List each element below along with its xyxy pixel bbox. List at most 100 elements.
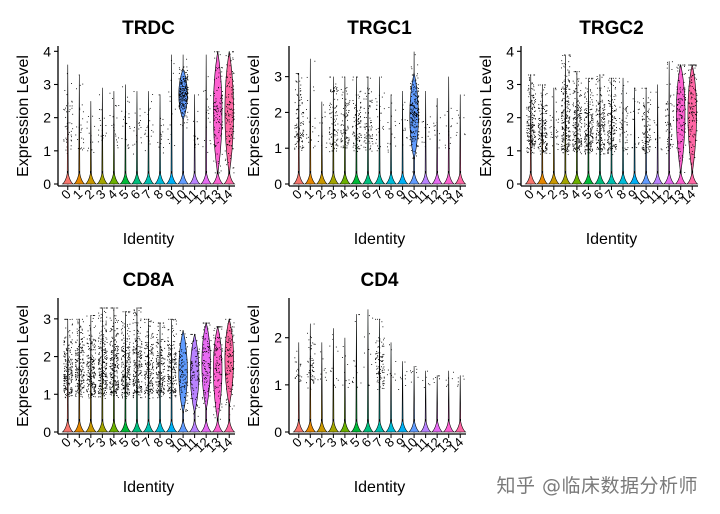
data-point	[692, 135, 694, 137]
data-point	[89, 329, 91, 331]
data-point	[337, 99, 339, 101]
data-point	[602, 114, 604, 116]
data-point	[111, 368, 113, 370]
data-point	[227, 120, 229, 122]
data-point	[680, 106, 682, 108]
data-point	[415, 92, 417, 94]
data-point	[64, 378, 66, 380]
data-point	[626, 124, 628, 126]
data-point	[565, 133, 566, 135]
data-point	[69, 376, 71, 378]
data-point	[573, 92, 575, 94]
data-point	[70, 388, 72, 390]
data-point	[182, 81, 184, 83]
data-point	[615, 77, 617, 79]
data-point	[110, 358, 112, 360]
data-point	[573, 119, 575, 121]
data-point	[416, 144, 417, 146]
data-point	[102, 393, 104, 395]
data-point	[615, 127, 617, 128]
data-point	[335, 88, 337, 90]
data-point	[612, 130, 614, 132]
data-point	[102, 372, 104, 373]
data-point	[627, 81, 629, 83]
data-point	[226, 164, 228, 166]
data-point	[679, 172, 681, 174]
violin-spike	[78, 74, 81, 185]
data-point	[539, 84, 541, 86]
data-point	[71, 101, 73, 103]
data-point	[541, 131, 543, 133]
data-point	[684, 73, 686, 75]
data-point	[116, 366, 118, 367]
data-point	[65, 363, 67, 365]
data-point	[65, 347, 67, 349]
data-point	[565, 95, 566, 97]
data-point	[172, 72, 174, 74]
data-point	[134, 112, 136, 114]
data-point	[429, 116, 431, 118]
data-point	[464, 133, 466, 135]
data-point	[569, 131, 571, 133]
data-point	[410, 113, 412, 115]
data-point	[378, 131, 380, 133]
data-point	[90, 371, 92, 373]
data-point	[358, 136, 360, 138]
data-point	[68, 131, 70, 133]
data-point	[418, 111, 420, 113]
data-point	[104, 390, 106, 391]
data-point	[584, 119, 586, 121]
data-point	[546, 145, 548, 146]
data-point	[86, 363, 88, 365]
data-point	[681, 129, 682, 131]
data-point	[90, 141, 91, 143]
data-point	[414, 101, 416, 103]
data-point	[602, 101, 604, 103]
data-point	[644, 150, 646, 152]
data-point	[591, 117, 593, 119]
data-point	[568, 101, 570, 103]
data-point	[546, 142, 548, 144]
data-point	[611, 111, 613, 113]
data-point	[415, 131, 417, 133]
data-point	[298, 121, 300, 123]
data-point	[75, 366, 77, 368]
data-point	[529, 119, 531, 121]
data-point	[104, 373, 106, 375]
data-point	[69, 388, 71, 390]
y-tick-label: 0	[506, 176, 514, 192]
data-point	[152, 131, 154, 133]
data-point	[185, 93, 187, 95]
data-point	[409, 139, 411, 141]
data-point	[602, 74, 604, 76]
data-point	[530, 127, 532, 129]
data-point	[680, 117, 682, 119]
data-point	[621, 124, 623, 126]
data-point	[573, 126, 575, 128]
data-point	[158, 146, 160, 148]
data-point	[360, 116, 361, 117]
data-point	[91, 359, 93, 360]
data-point	[390, 94, 392, 96]
data-point	[116, 388, 118, 390]
data-point	[695, 78, 697, 80]
data-point	[69, 350, 71, 352]
data-point	[684, 131, 686, 133]
data-point	[597, 78, 599, 80]
data-point	[88, 370, 90, 372]
data-point	[179, 105, 181, 107]
data-point	[535, 141, 537, 143]
data-point	[670, 103, 672, 104]
data-point	[566, 75, 568, 77]
data-point	[542, 100, 543, 102]
data-point	[597, 123, 599, 125]
data-point	[684, 102, 686, 104]
data-point	[584, 109, 585, 111]
data-point	[580, 108, 581, 109]
data-point	[229, 73, 231, 75]
data-point	[113, 385, 115, 386]
data-point	[229, 104, 231, 105]
data-point	[329, 127, 331, 128]
data-point	[566, 115, 568, 117]
data-point	[81, 318, 83, 320]
